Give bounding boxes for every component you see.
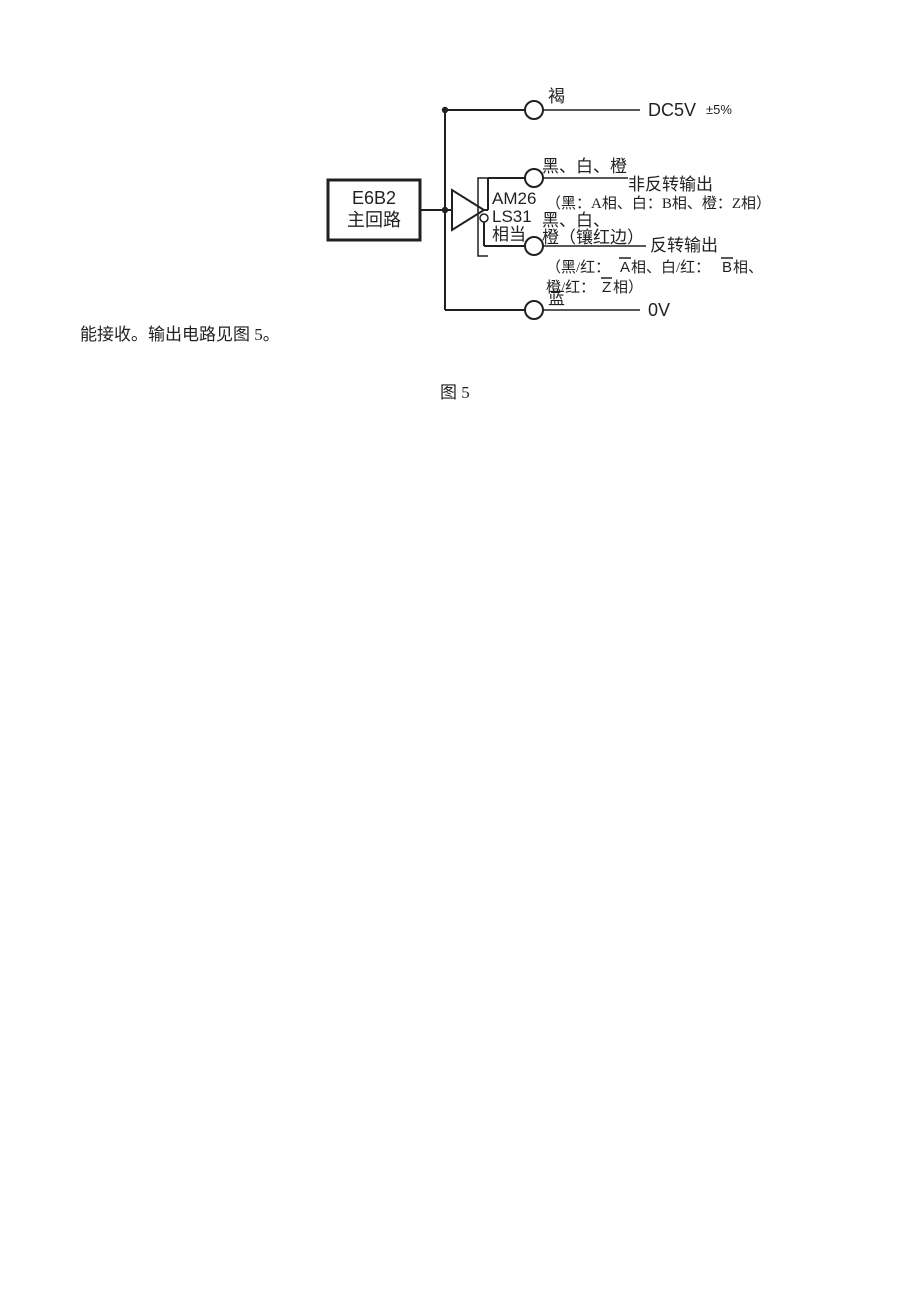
inv-color-label-bot: 橙（镶红边）	[542, 227, 644, 247]
driver-line3: 相当	[492, 225, 526, 244]
inv-detail-z: Z	[602, 279, 611, 296]
driver-buffer	[452, 190, 484, 230]
inv-detail-mid2: 相、	[733, 259, 763, 276]
figure-caption: 图 5	[440, 378, 470, 403]
main-block-line2: 主回路	[347, 210, 401, 230]
vcc-terminal	[525, 101, 543, 119]
driver-line1: AM26	[492, 189, 536, 208]
inv-detail-b: B	[722, 259, 732, 276]
gnd-signal: 0V	[648, 300, 670, 320]
inverting-bubble	[480, 214, 488, 222]
noninv-color-label: 黑、白、橙	[542, 157, 627, 176]
noninv-signal: 非反转输出	[628, 175, 713, 194]
vcc-color-label: 褐	[548, 87, 565, 106]
inv-detail-prefix: （黑/红：	[546, 259, 610, 276]
inv-detail-suffix: 相）	[613, 279, 643, 296]
vcc-signal: DC5V	[648, 100, 696, 120]
body-text: 能接收。输出电路见图 5。	[80, 320, 280, 345]
vcc-tolerance: ±5%	[706, 102, 732, 117]
noninv-detail: （黑：A相、白：B相、橙：Z相）	[546, 195, 771, 212]
inv-detail-line1: （黑/红： A 相、白/红： B 相、	[546, 258, 763, 276]
driver-line2: LS31	[492, 207, 532, 226]
gnd-terminal	[525, 301, 543, 319]
inv-terminal	[525, 237, 543, 255]
noninv-terminal	[525, 169, 543, 187]
gnd-color-label: 蓝	[548, 289, 565, 308]
main-block-line1: E6B2	[352, 188, 396, 208]
inv-signal: 反转输出	[650, 236, 718, 255]
vcc-junction	[442, 107, 448, 113]
inv-detail-mid1: 相、白/红：	[631, 259, 710, 276]
inv-detail-a: A	[620, 259, 630, 276]
circuit-diagram: E6B2 主回路 褐 DC5V ±5% AM26 LS31	[0, 0, 920, 365]
